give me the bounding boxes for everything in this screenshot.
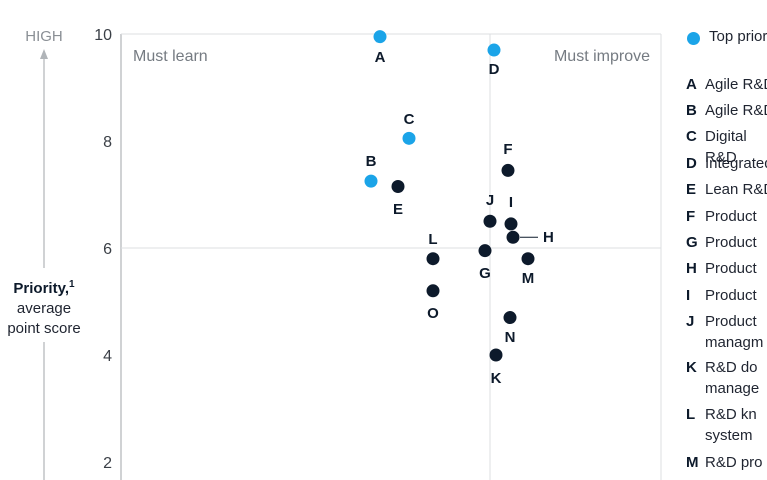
legend-item-text: Product — [705, 260, 757, 277]
quadrant-label-must-improve: Must improve — [554, 48, 650, 65]
legend-item-j: J Product managm — [686, 311, 767, 353]
point-label-m: M — [522, 270, 535, 287]
point-label-l: L — [428, 231, 437, 248]
quadrant-label-must-learn: Must learn — [133, 48, 208, 65]
legend-item-i: I Product — [686, 285, 767, 306]
point-label-h: H — [543, 229, 554, 246]
legend-item-letter: F — [686, 208, 696, 225]
point-label-c: C — [404, 111, 415, 128]
point-n — [503, 311, 517, 325]
legend-item-text: Agile R&D — [705, 76, 767, 93]
legend-item-c: C Digital R&D — [686, 126, 767, 168]
legend-top-priority-dot — [687, 32, 700, 45]
legend-item-b: B Agile R&D — [686, 100, 767, 121]
point-label-k: K — [491, 370, 502, 387]
point-c — [402, 131, 416, 145]
point-label-d: D — [489, 61, 500, 78]
legend-item-letter: E — [686, 181, 697, 198]
legend-item-l: L R&D kn system — [686, 404, 767, 446]
legend-item-k: K R&D do manage — [686, 357, 767, 399]
legend-item-text: R&D do manage — [705, 359, 760, 397]
point-g — [478, 244, 492, 258]
legend-item-text: Lean R&D — [705, 181, 767, 198]
legend-item-text: Digital R&D — [705, 128, 747, 166]
point-l — [426, 252, 440, 266]
legend-item-letter: C — [686, 128, 697, 145]
legend-item-text: Product — [705, 287, 757, 304]
legend-item-d: D Integrated — [686, 153, 767, 174]
point-h — [506, 230, 520, 244]
point-label-b: B — [366, 153, 377, 170]
point-label-o: O — [427, 305, 439, 322]
legend-item-letter: H — [686, 260, 697, 277]
legend-item-letter: J — [686, 313, 695, 330]
point-label-a: A — [375, 49, 386, 66]
point-label-i: I — [509, 194, 513, 211]
y-tick-label: 8 — [103, 134, 112, 151]
legend-item-text: Agile R&D — [705, 102, 767, 119]
data-points: A B C D E F G H IJ K L M N O — [364, 30, 554, 387]
point-b — [364, 174, 378, 188]
point-k — [489, 348, 503, 362]
legend-item-h: H Product — [686, 258, 767, 279]
y-tick-label: 4 — [103, 348, 112, 365]
y-axis-high-label: HIGH — [25, 28, 63, 45]
point-i — [504, 217, 518, 231]
y-tick-label: 2 — [103, 455, 112, 472]
legend-item-letter: B — [686, 102, 697, 119]
y-tick-label: 6 — [103, 241, 112, 258]
legend-item-f: F Product — [686, 206, 767, 227]
plot-frame — [120, 33, 662, 480]
scatter-chart: 2 4 6 8 10 HIGH Priority,1 average point sco… — [7, 27, 662, 480]
legend-item-letter: A — [686, 76, 697, 93]
legend-item-text: Product — [705, 208, 757, 225]
legend-item-letter: M — [686, 454, 699, 471]
legend-item-letter: K — [686, 359, 697, 376]
point-m — [521, 252, 535, 266]
legend-top-priority-label: Top priority — [709, 28, 767, 45]
legend-item-a: A Agile R&D — [686, 74, 767, 95]
point-label-n: N — [505, 329, 516, 346]
point-d — [487, 43, 501, 57]
point-label-j: J — [486, 192, 494, 209]
y-axis-arrow — [40, 49, 48, 480]
legend-item-letter: I — [686, 287, 691, 304]
y-axis-title: Priority,1 — [13, 279, 75, 297]
legend-item-e: E Lean R&D — [686, 179, 767, 200]
legend-item-text: R&D pro — [705, 454, 763, 471]
point-f — [501, 163, 515, 177]
legend-item-text: Product managm — [705, 313, 764, 351]
legend-item-text: Product — [705, 234, 757, 251]
legend-item-m: M R&D pro — [686, 452, 767, 473]
y-tick-label: 10 — [94, 27, 112, 44]
legend-item-g: G Product — [686, 232, 767, 253]
legend-item-letter: D — [686, 155, 697, 172]
point-e — [391, 179, 405, 193]
y-axis-ticks: 2 4 6 8 10 — [94, 27, 112, 472]
point-a — [373, 30, 387, 44]
point-label-e: E — [393, 201, 403, 218]
y-axis-subtitle-line1: average — [17, 300, 71, 317]
legend: Top priority A Agile R&D B Agile R&D C Digita… — [686, 0, 767, 480]
legend-item-text: R&D kn system — [705, 406, 757, 444]
legend-item-letter: L — [686, 406, 696, 423]
y-axis-subtitle-line2: point score — [7, 320, 80, 337]
point-o — [426, 284, 440, 298]
point-j — [483, 214, 497, 228]
point-label-g: G — [479, 265, 491, 282]
point-label-f: F — [503, 141, 512, 158]
legend-item-letter: G — [686, 234, 698, 251]
legend-item-text: Integrated — [705, 155, 767, 172]
